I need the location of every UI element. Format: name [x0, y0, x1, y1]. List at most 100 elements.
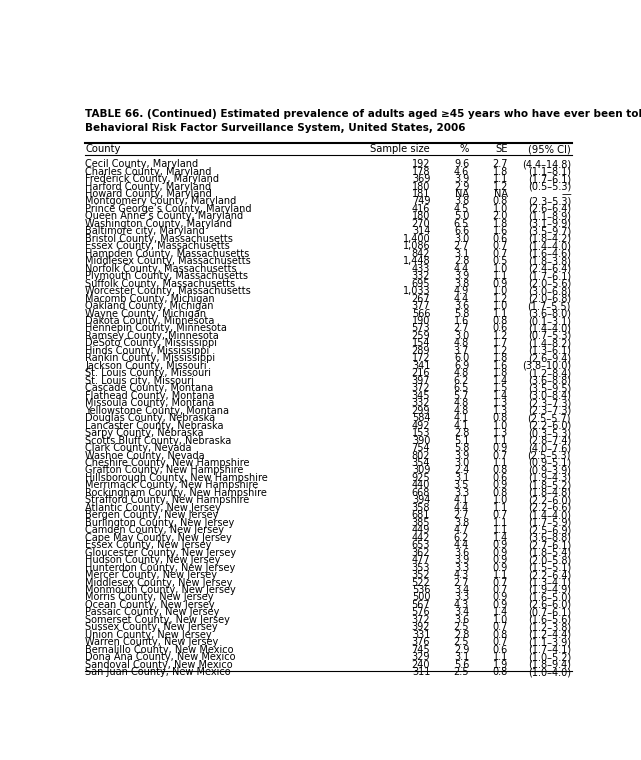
- Text: Hillsborough County, New Hampshire: Hillsborough County, New Hampshire: [85, 473, 268, 483]
- Text: Plymouth County, Massachusetts: Plymouth County, Massachusetts: [85, 271, 248, 281]
- Text: 4.8: 4.8: [454, 338, 469, 348]
- Text: 1.4: 1.4: [493, 533, 508, 543]
- Text: (1.4–4.0): (1.4–4.0): [528, 241, 571, 252]
- Text: (2.2–6.0): (2.2–6.0): [528, 420, 571, 431]
- Text: 477: 477: [412, 555, 430, 565]
- Text: (2.0–5.6): (2.0–5.6): [528, 279, 571, 289]
- Text: (0.9–5.1): (0.9–5.1): [528, 458, 571, 468]
- Text: (2.7–6.1): (2.7–6.1): [528, 540, 571, 550]
- Text: Morris County, New Jersey: Morris County, New Jersey: [85, 593, 213, 603]
- Text: Wayne County, Michigan: Wayne County, Michigan: [85, 309, 206, 318]
- Text: (3.6–8.8): (3.6–8.8): [528, 375, 571, 386]
- Text: 0.9: 0.9: [493, 279, 508, 289]
- Text: (2.0–5.8): (2.0–5.8): [528, 555, 571, 565]
- Text: 1.3: 1.3: [493, 428, 508, 438]
- Text: 0.8: 0.8: [493, 488, 508, 498]
- Text: (2.2–6.6): (2.2–6.6): [528, 503, 571, 513]
- Text: Oakland County, Michigan: Oakland County, Michigan: [85, 301, 213, 311]
- Text: 1.0: 1.0: [493, 204, 508, 214]
- Text: 0.6: 0.6: [493, 234, 508, 244]
- Text: (0.7–6.1): (0.7–6.1): [528, 607, 571, 617]
- Text: Macomb County, Michigan: Macomb County, Michigan: [85, 293, 215, 303]
- Text: DeSoto County, Mississippi: DeSoto County, Mississippi: [85, 338, 217, 348]
- Text: (1.7–4.1): (1.7–4.1): [528, 644, 571, 655]
- Text: Monmouth County, New Jersey: Monmouth County, New Jersey: [85, 585, 236, 595]
- Text: Passaic County, New Jersey: Passaic County, New Jersey: [85, 607, 219, 617]
- Text: 2.7: 2.7: [454, 578, 469, 587]
- Text: 0.9: 0.9: [493, 480, 508, 490]
- Text: (1.8–5.4): (1.8–5.4): [528, 548, 571, 558]
- Text: County: County: [85, 144, 121, 154]
- Text: 0.7: 0.7: [493, 622, 508, 632]
- Text: 0.9: 0.9: [493, 600, 508, 610]
- Text: 3.3: 3.3: [454, 488, 469, 498]
- Text: (3.6–8.0): (3.6–8.0): [528, 309, 571, 318]
- Text: 3.6: 3.6: [454, 548, 469, 558]
- Text: Hudson County, New Jersey: Hudson County, New Jersey: [85, 555, 221, 565]
- Text: (2.2–6.4): (2.2–6.4): [528, 570, 571, 580]
- Text: (1.6–4.6): (1.6–4.6): [528, 249, 571, 258]
- Text: (2.6–6.4): (2.6–6.4): [528, 204, 571, 214]
- Text: Washington County, Maryland: Washington County, Maryland: [85, 219, 232, 229]
- Text: (2.6–9.4): (2.6–9.4): [528, 353, 571, 363]
- Text: 314: 314: [412, 226, 430, 236]
- Text: Hinds County, Mississippi: Hinds County, Mississippi: [85, 346, 210, 356]
- Text: 1.6: 1.6: [493, 361, 508, 371]
- Text: 4.6: 4.6: [454, 166, 469, 176]
- Text: 1.1: 1.1: [493, 652, 508, 662]
- Text: 1.4: 1.4: [493, 375, 508, 386]
- Text: Essex County, New Jersey: Essex County, New Jersey: [85, 540, 212, 550]
- Text: Middlesex County, New Jersey: Middlesex County, New Jersey: [85, 578, 233, 587]
- Text: Warren County, New Jersey: Warren County, New Jersey: [85, 638, 219, 648]
- Text: 4.5: 4.5: [454, 204, 469, 214]
- Text: Grafton County, New Hampshire: Grafton County, New Hampshire: [85, 465, 244, 476]
- Text: 3.0: 3.0: [454, 458, 469, 468]
- Text: Suffolk County, Massachusetts: Suffolk County, Massachusetts: [85, 279, 235, 289]
- Text: (2.3–7.3): (2.3–7.3): [528, 406, 571, 416]
- Text: 566: 566: [412, 309, 430, 318]
- Text: Strafford County, New Hampshire: Strafford County, New Hampshire: [85, 496, 249, 505]
- Text: 5.8: 5.8: [454, 443, 469, 453]
- Text: 190: 190: [412, 316, 430, 326]
- Text: 3.9: 3.9: [454, 174, 469, 184]
- Text: 2.7: 2.7: [454, 241, 469, 252]
- Text: Ramsey County, Minnesota: Ramsey County, Minnesota: [85, 331, 219, 341]
- Text: Behavioral Risk Factor Surveillance System, United States, 2006: Behavioral Risk Factor Surveillance Syst…: [85, 123, 465, 134]
- Text: Hampden County, Massachusetts: Hampden County, Massachusetts: [85, 249, 249, 258]
- Text: (1.3–4.1): (1.3–4.1): [528, 578, 571, 587]
- Text: Sandoval County, New Mexico: Sandoval County, New Mexico: [85, 660, 233, 670]
- Text: 5.0: 5.0: [454, 211, 469, 221]
- Text: 4.4: 4.4: [454, 540, 469, 550]
- Text: 1.0: 1.0: [493, 286, 508, 296]
- Text: 2.8: 2.8: [454, 630, 469, 640]
- Text: Sussex County, New Jersey: Sussex County, New Jersey: [85, 622, 218, 632]
- Text: 0.8: 0.8: [493, 196, 508, 207]
- Text: %: %: [460, 144, 469, 154]
- Text: Hennepin County, Minnesota: Hennepin County, Minnesota: [85, 324, 227, 334]
- Text: 289: 289: [412, 346, 430, 356]
- Text: 4.9: 4.9: [454, 286, 469, 296]
- Text: Missoula County, Montana: Missoula County, Montana: [85, 398, 214, 408]
- Text: Douglas County, Nebraska: Douglas County, Nebraska: [85, 413, 215, 423]
- Text: Queen Anne’s County, Maryland: Queen Anne’s County, Maryland: [85, 211, 243, 221]
- Text: 440: 440: [412, 480, 430, 490]
- Text: 4.4: 4.4: [454, 503, 469, 513]
- Text: (3.6–8.8): (3.6–8.8): [528, 533, 571, 543]
- Text: 1.2: 1.2: [493, 331, 508, 341]
- Text: Bernalillo County, New Mexico: Bernalillo County, New Mexico: [85, 644, 233, 655]
- Text: 240: 240: [412, 660, 430, 670]
- Text: 172: 172: [412, 353, 430, 363]
- Text: 3.1: 3.1: [454, 652, 469, 662]
- Text: 0.8: 0.8: [493, 413, 508, 423]
- Text: 4.4: 4.4: [454, 264, 469, 274]
- Text: (95% CI): (95% CI): [528, 144, 571, 154]
- Text: NA: NA: [494, 189, 508, 199]
- Text: —: —: [561, 189, 571, 199]
- Text: (0.3–5.3): (0.3–5.3): [528, 428, 571, 438]
- Text: 0.9: 0.9: [493, 443, 508, 453]
- Text: 0.9: 0.9: [493, 548, 508, 558]
- Text: 369: 369: [412, 174, 430, 184]
- Text: 329: 329: [412, 652, 430, 662]
- Text: 6.9: 6.9: [454, 361, 469, 371]
- Text: (1.7–5.9): (1.7–5.9): [528, 518, 571, 527]
